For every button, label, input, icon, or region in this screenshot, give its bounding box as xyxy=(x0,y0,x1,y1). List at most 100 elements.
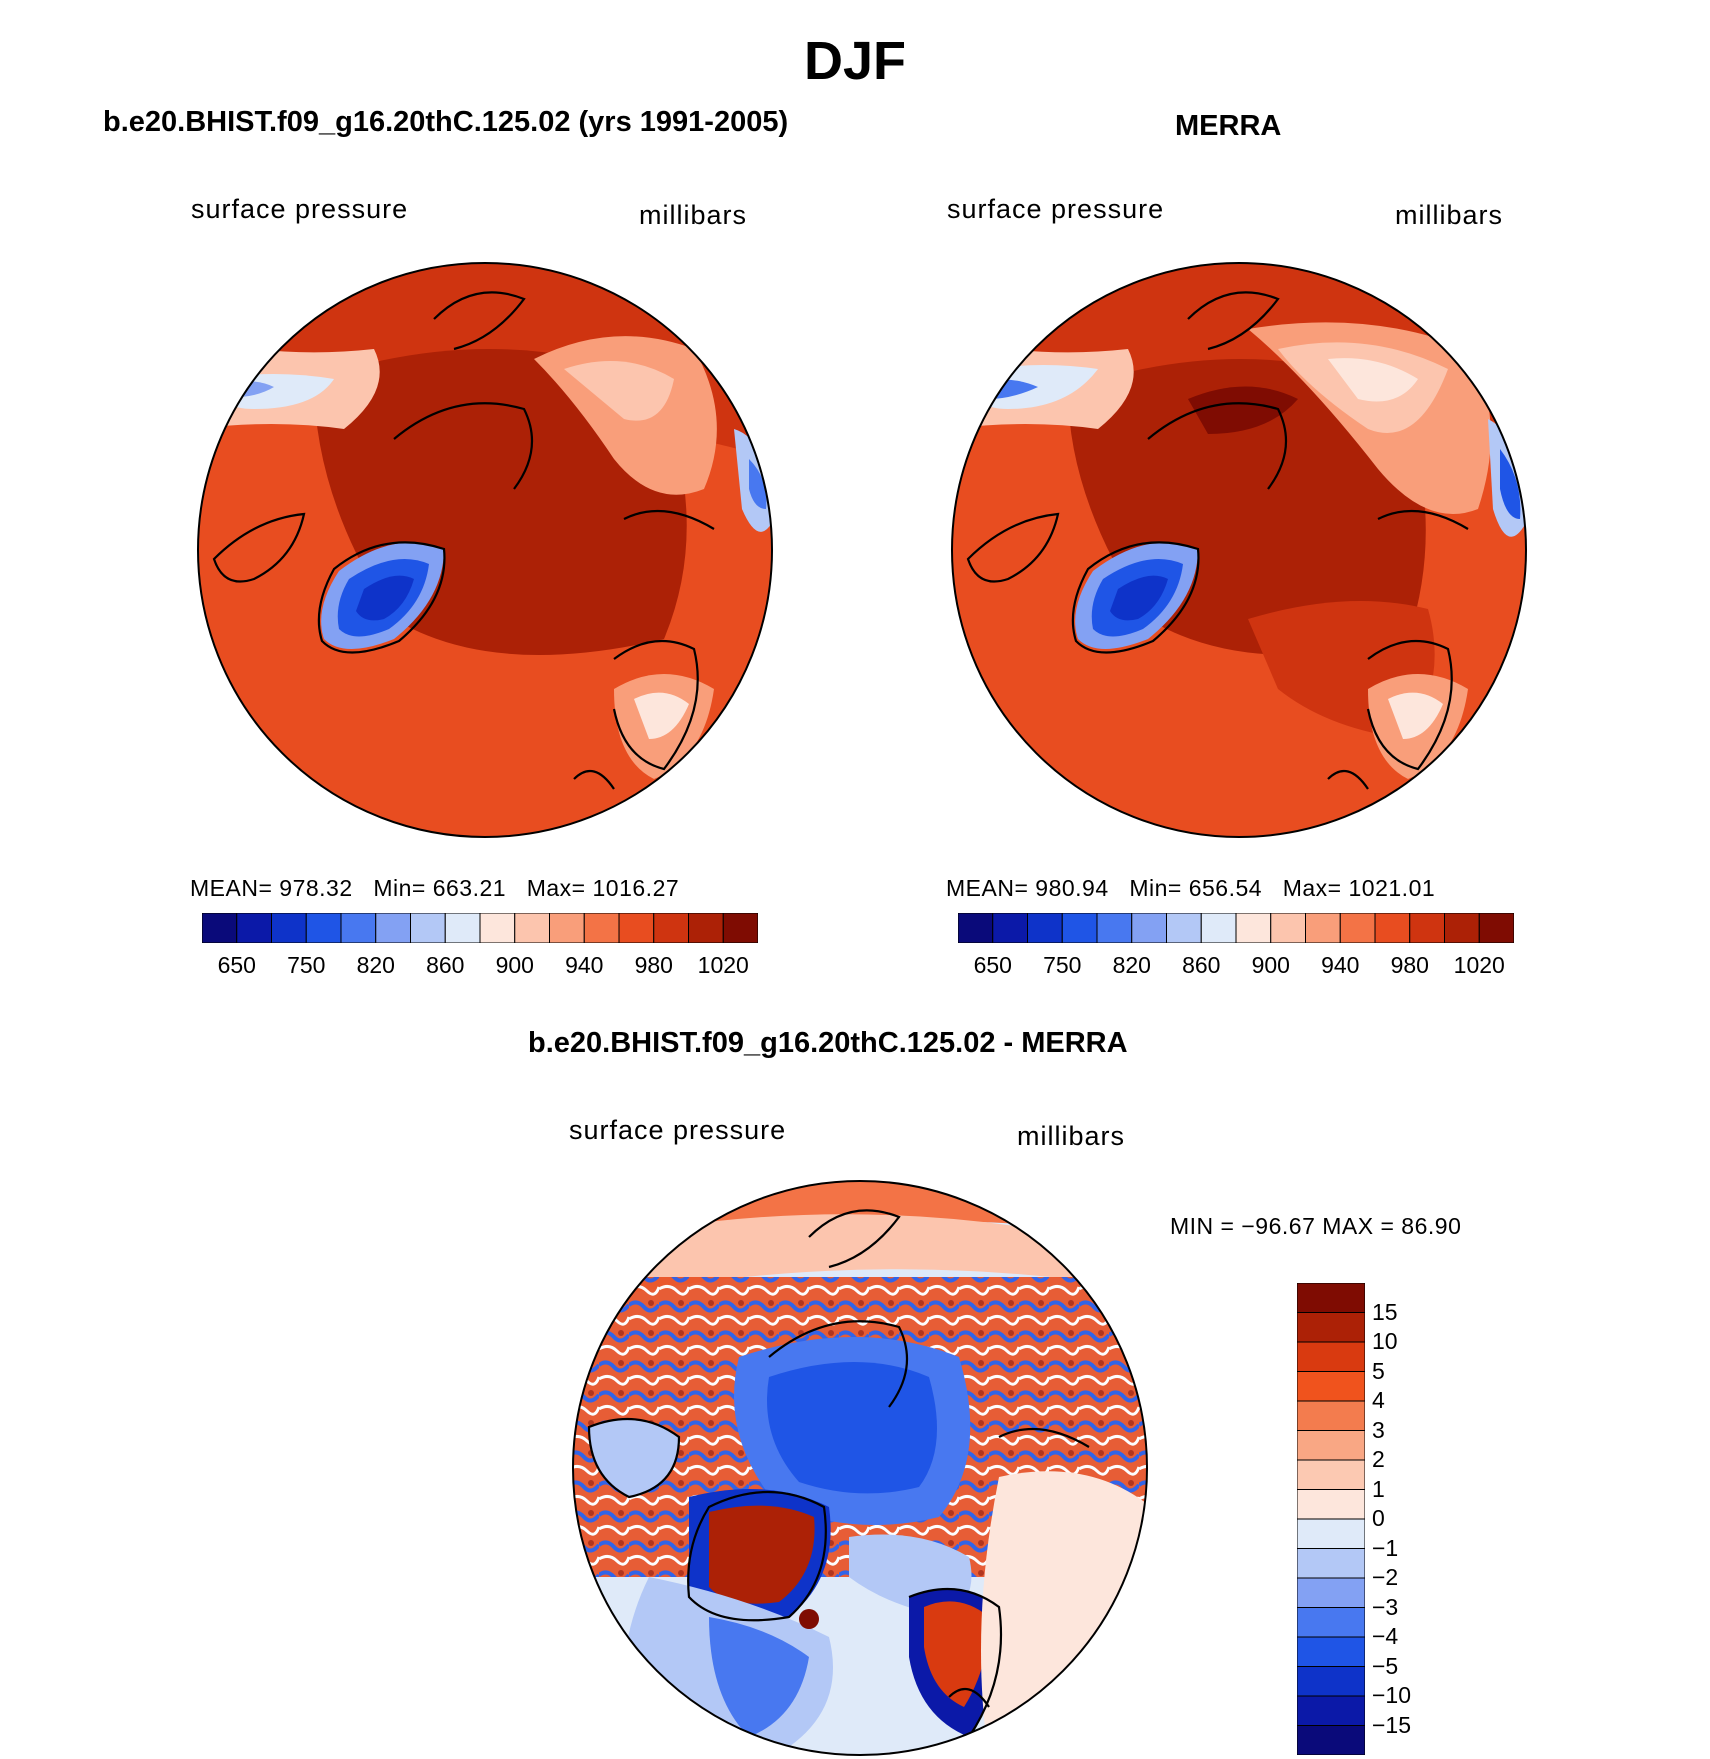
colorbar-swatch xyxy=(1478,913,1514,943)
obs-max-label: Max= xyxy=(1282,875,1342,901)
obs-stats: MEAN= 980.94 Min= 656.54 Max= 1021.01 xyxy=(946,875,1435,902)
colorbar-swatch xyxy=(1297,1636,1365,1667)
diff-minmax-text: MIN = −96.67 MAX = 86.90 xyxy=(1170,1213,1462,1239)
colorbar-swatch xyxy=(1297,1459,1365,1490)
colorbar-swatch xyxy=(1166,913,1202,943)
model-min-label: Min= xyxy=(373,875,426,901)
colorbar-tick-label: 10 xyxy=(1372,1328,1398,1354)
colorbar-swatch xyxy=(1297,1430,1365,1461)
obs-colorbar-ticks: 650 750 820 860 900 940 980 1020 xyxy=(958,952,1514,982)
colorbar-tick-label: 820 xyxy=(1112,952,1151,978)
colorbar-tick-label: 3 xyxy=(1372,1416,1385,1443)
colorbar-tick-label: 940 xyxy=(1321,952,1360,978)
colorbar-swatch xyxy=(958,913,994,943)
colorbar-swatch xyxy=(1297,1518,1365,1549)
colorbar-swatch xyxy=(688,913,724,943)
model-panel-title: b.e20.BHIST.f09_g16.20thC.125.02 (yrs 19… xyxy=(103,106,789,138)
obs-panel-title: MERRA xyxy=(1175,110,1282,142)
colorbar-swatch xyxy=(410,913,446,943)
diff-units-label: millibars xyxy=(1017,1121,1126,1151)
colorbar-tick-label: 980 xyxy=(634,952,673,978)
model-mean-value: 978.32 xyxy=(279,875,353,901)
colorbar-swatch xyxy=(1297,1577,1365,1608)
model-units-label: millibars xyxy=(639,200,748,230)
colorbar-tick-label: −10 xyxy=(1372,1682,1412,1708)
model-min-value: 663.21 xyxy=(432,875,507,901)
diff-polar-map xyxy=(572,1180,1148,1756)
colorbar-tick-label: 860 xyxy=(426,952,465,978)
colorbar-tick-label: 860 xyxy=(1182,952,1221,978)
colorbar-tick-label: 650 xyxy=(973,952,1012,978)
diff-colorbar xyxy=(1297,1283,1365,1755)
colorbar-tick-label: 820 xyxy=(356,952,395,978)
colorbar-swatch xyxy=(479,913,516,943)
colorbar-swatch xyxy=(1297,1400,1365,1431)
colorbar-tick-label: 1 xyxy=(1372,1475,1385,1502)
colorbar-tick-label: −4 xyxy=(1372,1623,1399,1649)
obs-mean-value: 980.94 xyxy=(1035,875,1109,901)
model-mean-label: MEAN= xyxy=(190,875,273,901)
model-colorbar-ticks: 650 750 820 860 900 940 980 1020 xyxy=(202,952,758,982)
colorbar-swatch xyxy=(1297,1341,1365,1372)
colorbar-swatch xyxy=(271,913,307,943)
colorbar-swatch xyxy=(340,913,377,943)
colorbar-swatch xyxy=(1270,913,1306,943)
colorbar-swatch xyxy=(444,913,481,943)
colorbar-tick-label: 1020 xyxy=(1453,952,1505,978)
model-max-label: Max= xyxy=(526,875,586,901)
diff-variable-label: surface pressure xyxy=(569,1115,787,1145)
colorbar-swatch xyxy=(1235,913,1272,943)
colorbar-tick-label: 0 xyxy=(1372,1505,1385,1531)
colorbar-swatch xyxy=(1297,1666,1365,1697)
obs-min-value: 656.54 xyxy=(1188,875,1263,901)
obs-variable-label: surface pressure xyxy=(947,194,1165,224)
colorbar-tick-label: 980 xyxy=(1390,952,1429,978)
colorbar-swatch xyxy=(1374,913,1411,943)
obs-min-label: Min= xyxy=(1129,875,1182,901)
colorbar-tick-label: −5 xyxy=(1372,1652,1399,1679)
colorbar-swatch xyxy=(653,913,689,943)
colorbar-tick-label: −2 xyxy=(1372,1564,1399,1590)
obs-polar-map xyxy=(951,262,1527,838)
model-colorbar xyxy=(202,913,758,943)
colorbar-swatch xyxy=(1131,913,1167,943)
colorbar-swatch xyxy=(514,913,550,943)
colorbar-swatch xyxy=(992,913,1028,943)
colorbar-tick-label: 15 xyxy=(1372,1298,1398,1325)
colorbar-swatch xyxy=(1409,913,1445,943)
colorbar-tick-label: 1020 xyxy=(697,952,749,978)
colorbar-tick-label: 940 xyxy=(565,952,604,978)
colorbar-swatch xyxy=(236,913,272,943)
colorbar-swatch xyxy=(1297,1312,1365,1343)
obs-mean-label: MEAN= xyxy=(946,875,1029,901)
colorbar-swatch xyxy=(1297,1371,1365,1402)
colorbar-tick-label: 900 xyxy=(1251,952,1290,978)
colorbar-swatch xyxy=(1200,913,1237,943)
colorbar-tick-label: 4 xyxy=(1372,1387,1385,1413)
colorbar-swatch xyxy=(1297,1607,1365,1638)
colorbar-swatch xyxy=(1444,913,1480,943)
colorbar-swatch xyxy=(1061,913,1098,943)
colorbar-swatch xyxy=(1297,1283,1365,1313)
obs-units-label: millibars xyxy=(1395,200,1504,230)
colorbar-tick-label: 900 xyxy=(495,952,534,978)
colorbar-swatch xyxy=(549,913,585,943)
colorbar-tick-label: −15 xyxy=(1372,1711,1412,1738)
colorbar-swatch xyxy=(1297,1695,1365,1726)
model-polar-map xyxy=(197,262,773,838)
colorbar-swatch xyxy=(1027,913,1063,943)
colorbar-swatch xyxy=(1297,1548,1365,1579)
diff-colorbar-ticks: 15 10 5 4 3 2 1 0 −1 −2 −3 −4 −5 −10 −15 xyxy=(1372,1283,1472,1755)
colorbar-swatch xyxy=(1305,913,1341,943)
colorbar-swatch xyxy=(722,913,758,943)
model-stats: MEAN= 978.32 Min= 663.21 Max= 1016.27 xyxy=(190,875,679,902)
colorbar-swatch xyxy=(1339,913,1376,943)
colorbar-swatch xyxy=(202,913,238,943)
colorbar-tick-label: 5 xyxy=(1372,1357,1385,1384)
colorbar-swatch xyxy=(1297,1489,1365,1520)
obs-max-value: 1021.01 xyxy=(1348,875,1436,901)
model-variable-label: surface pressure xyxy=(191,194,409,224)
colorbar-tick-label: 2 xyxy=(1372,1446,1385,1472)
colorbar-swatch xyxy=(1096,913,1133,943)
colorbar-swatch xyxy=(618,913,655,943)
